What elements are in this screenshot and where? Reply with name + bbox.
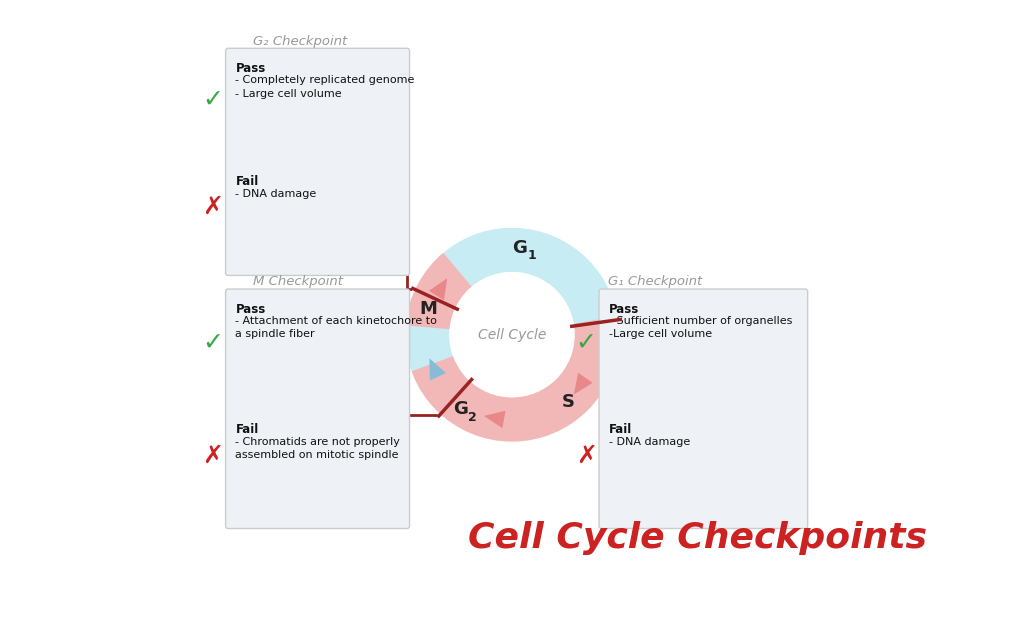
Text: G: G (453, 401, 468, 419)
FancyBboxPatch shape (225, 48, 410, 275)
Text: Cell Cycle: Cell Cycle (478, 328, 546, 342)
Text: G₁ Checkpoint: G₁ Checkpoint (607, 275, 701, 288)
Text: - Completely replicated genome
- Large cell volume: - Completely replicated genome - Large c… (236, 76, 415, 99)
Text: S: S (562, 393, 575, 411)
Text: M Checkpoint: M Checkpoint (253, 275, 343, 288)
Text: ✓: ✓ (202, 87, 223, 112)
Text: Pass: Pass (236, 303, 266, 316)
Text: - DNA damage: - DNA damage (609, 437, 690, 447)
Text: - Attachment of each kinetochore to
a spindle fiber: - Attachment of each kinetochore to a sp… (236, 316, 437, 339)
Text: ✓: ✓ (575, 331, 597, 355)
Text: ✗: ✗ (202, 444, 223, 467)
Polygon shape (429, 358, 446, 381)
Wedge shape (411, 316, 620, 443)
Wedge shape (404, 252, 472, 329)
Text: Fail: Fail (236, 175, 259, 188)
Polygon shape (429, 278, 447, 300)
Text: Pass: Pass (609, 303, 639, 316)
Text: M: M (419, 300, 437, 318)
Text: G: G (512, 239, 526, 257)
Text: G₂ Checkpoint: G₂ Checkpoint (253, 35, 347, 48)
Text: 2: 2 (468, 411, 477, 424)
Polygon shape (484, 411, 506, 428)
Text: ✓: ✓ (202, 331, 223, 355)
Wedge shape (404, 227, 620, 443)
Text: - Sufficient number of organelles
-Large cell volume: - Sufficient number of organelles -Large… (609, 316, 793, 339)
Polygon shape (573, 373, 593, 394)
Text: ✗: ✗ (202, 194, 223, 218)
Text: ✗: ✗ (575, 444, 597, 467)
Text: 1: 1 (527, 249, 536, 262)
Text: - DNA damage: - DNA damage (236, 189, 316, 200)
Text: Cell Cycle Checkpoints: Cell Cycle Checkpoints (468, 521, 927, 556)
Text: Fail: Fail (236, 423, 259, 436)
Text: Pass: Pass (236, 62, 266, 75)
FancyBboxPatch shape (599, 289, 808, 528)
Text: Fail: Fail (609, 423, 632, 436)
Circle shape (451, 273, 573, 396)
FancyBboxPatch shape (225, 289, 410, 528)
Text: - Chromatids are not properly
assembled on mitotic spindle: - Chromatids are not properly assembled … (236, 437, 400, 460)
